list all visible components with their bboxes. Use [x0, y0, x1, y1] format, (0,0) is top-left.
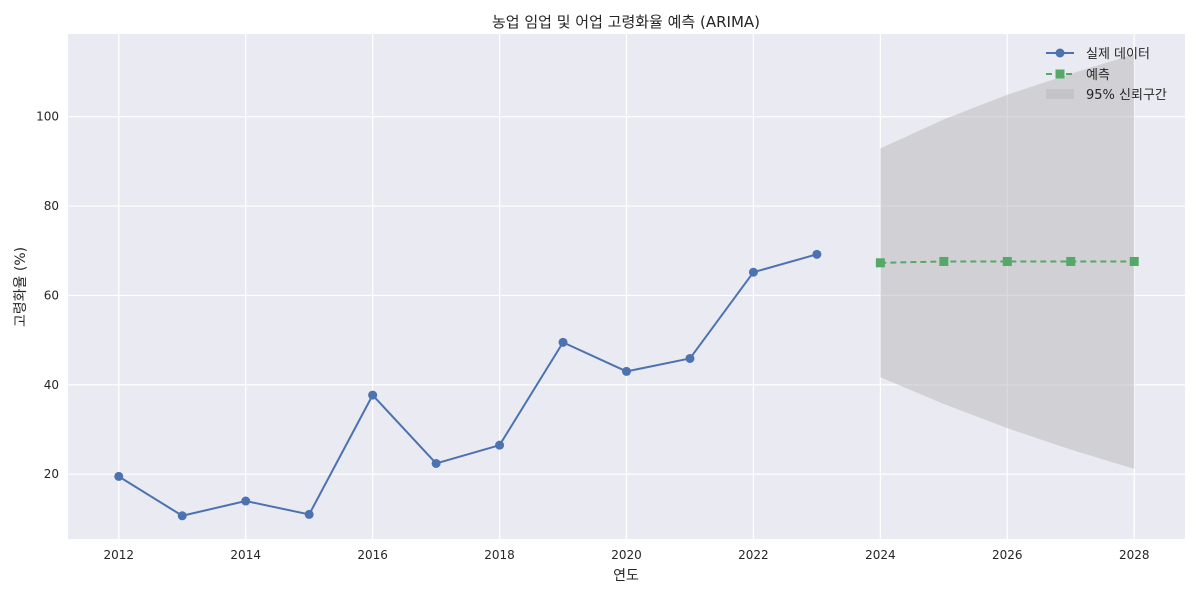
y-tick-label: 60 — [44, 288, 59, 302]
data-point-forecast — [1066, 256, 1076, 266]
legend-label-actual: 실제 데이터 — [1086, 47, 1150, 62]
y-tick-label: 100 — [36, 110, 59, 124]
data-point-actual — [685, 353, 695, 363]
legend-marker-actual — [1055, 48, 1065, 58]
data-point-actual — [241, 496, 251, 506]
legend: 실제 데이터 예측 95% 신뢰구간 — [1046, 47, 1167, 103]
data-point-actual — [558, 337, 568, 347]
x-axis-label: 연도 — [613, 568, 639, 584]
data-point-forecast — [1129, 256, 1139, 266]
x-tick-label: 2028 — [1119, 548, 1150, 562]
x-tick-label: 2012 — [103, 548, 134, 562]
y-tick-label: 80 — [44, 199, 59, 213]
y-tick-label: 20 — [44, 467, 59, 481]
series-layer — [114, 249, 1139, 521]
legend-label-band: 95% 신뢰구간 — [1086, 88, 1167, 103]
tick-layer: 2012 2014 2016 2018 2020 2022 2024 2026 2028 20 40… — [36, 110, 1149, 562]
x-tick-label: 2026 — [992, 548, 1023, 562]
data-point-actual — [495, 440, 505, 450]
x-tick-label: 2018 — [484, 548, 515, 562]
legend-marker-forecast — [1055, 69, 1065, 79]
data-point-actual — [368, 390, 378, 400]
y-axis-label: 고령화율 (%) — [13, 247, 29, 327]
data-point-actual — [748, 267, 758, 277]
series-line-0 — [118, 253, 818, 517]
x-tick-label: 2024 — [865, 548, 896, 562]
x-tick-label: 2016 — [357, 548, 388, 562]
data-point-forecast — [1002, 256, 1012, 266]
data-point-forecast — [939, 256, 949, 266]
legend-swatch-band — [1046, 89, 1074, 99]
data-point-actual — [114, 471, 124, 481]
series-line-1 — [880, 260, 1135, 264]
legend-label-forecast: 예측 — [1086, 68, 1110, 83]
y-tick-label: 40 — [44, 378, 59, 392]
data-point-actual — [177, 511, 187, 521]
data-point-forecast — [875, 258, 885, 268]
x-tick-label: 2022 — [738, 548, 769, 562]
data-point-actual — [622, 366, 631, 376]
x-tick-label: 2020 — [611, 548, 642, 562]
data-point-actual — [304, 509, 314, 519]
chart-title: 농업 임업 및 어업 고령화율 예측 (ARIMA) — [492, 13, 760, 31]
data-point-actual — [812, 249, 822, 259]
data-point-actual — [431, 458, 441, 468]
x-tick-label: 2014 — [230, 548, 261, 562]
